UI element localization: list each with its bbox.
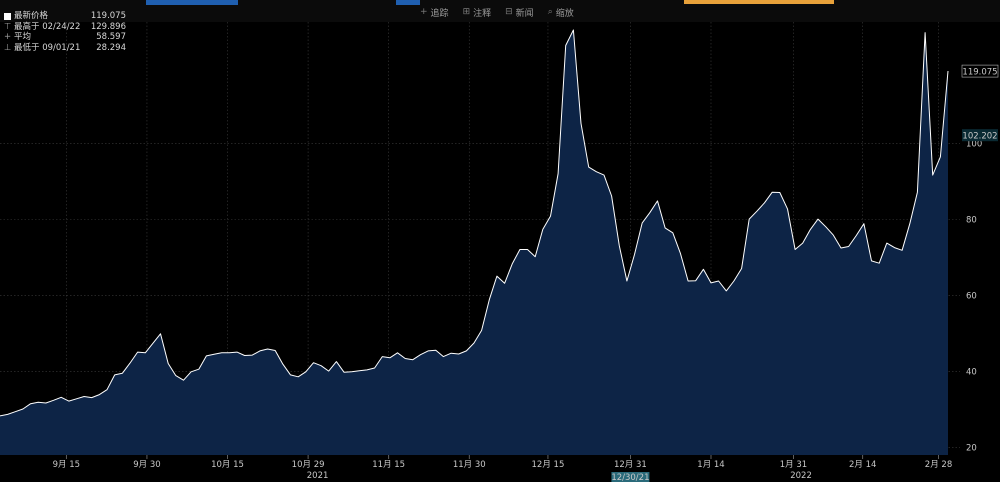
news-button[interactable]: ⊟ 新闻 [505,6,534,19]
y-tick-label: 80 [966,216,977,226]
crosshair-date-box [611,472,650,482]
news-icon: ⊟ [505,7,513,17]
zoom-button[interactable]: ⌕ 缩放 [548,6,574,19]
current-value-label: 102.202 [962,132,997,142]
legend-high-row: ⊤ 最高于 02/24/22 129.896 [4,22,126,33]
last-value-label: 119.075 [962,68,997,78]
track-label: 追踪 [430,8,449,19]
x-tick-label: 10月 29 [292,460,325,470]
latest-swatch [4,13,11,20]
chart-toolbar: + 追踪 ⊞ 注释 ⊟ 新闻 ⌕ 缩放 [420,4,574,20]
y-tick-label: 100 [966,140,982,150]
legend-avg-value: 58.597 [96,32,126,42]
price-line [0,29,949,417]
annotate-button[interactable]: ⊞ 注释 [463,6,492,19]
high-marker-icon: ⊤ [4,21,12,32]
legend-high-value: 129.896 [90,21,126,32]
crosshair-date-label: 12/30/21 [611,473,649,482]
legend-avg-label: 平均 [14,32,32,42]
legend-latest-label: 最新价格 [14,11,49,21]
x-tick-label: 2月 28 [925,460,952,470]
x-tick-label: 10月 15 [211,460,244,470]
price-area [0,30,948,455]
top-tab-orange[interactable] [684,0,834,4]
track-button[interactable]: + 追踪 [420,6,449,19]
last-value-box [961,64,999,78]
top-tab-accent-2[interactable] [396,0,420,5]
chart-legend: 最新价格 119.075 ⊤ 最高于 02/24/22 129.896 + 平均 5… [4,11,126,53]
legend-low-label: 最低于 09/01/21 [14,42,81,53]
news-label: 新闻 [515,8,534,19]
zoom-icon: ⌕ [547,7,553,17]
y-tick-label: 60 [966,291,977,301]
x-tick-label: 9月 15 [53,460,80,470]
x-tick-label: 12月 31 [614,460,647,470]
y-tick-label: 20 [966,443,977,453]
current-value-box [962,129,998,142]
x-tick-label: 9月 30 [133,460,160,470]
low-marker-icon: ⊥ [4,42,12,53]
legend-latest-value: 119.075 [90,11,126,21]
legend-high-label: 最高于 02/24/22 [14,21,81,32]
x-tick-label: 11月 30 [453,460,486,470]
legend-avg-row: + 平均 58.597 [4,32,126,43]
zoom-label: 缩放 [555,8,574,19]
plus-icon: + [420,7,428,17]
legend-low-row: ⊥ 最低于 09/01/21 28.294 [4,43,126,54]
x-year-label: 2022 [790,471,812,481]
top-tab-accent[interactable] [146,0,238,5]
legend-low-value: 28.294 [96,42,126,53]
x-tick-label: 1月 31 [780,460,807,470]
x-year-label: 2021 [307,471,329,481]
annotate-label: 注释 [473,8,492,19]
annotate-icon: ⊞ [462,7,471,17]
avg-marker-icon: + [4,32,12,42]
x-tick-label: 2月 14 [849,460,876,470]
top-bar [0,0,1000,22]
y-tick-label: 40 [966,367,977,377]
x-tick-label: 12月 15 [532,460,565,470]
x-tick-label: 11月 15 [372,460,405,470]
x-tick-label: 1月 14 [697,460,724,470]
legend-latest-row: 最新价格 119.075 [4,11,126,22]
